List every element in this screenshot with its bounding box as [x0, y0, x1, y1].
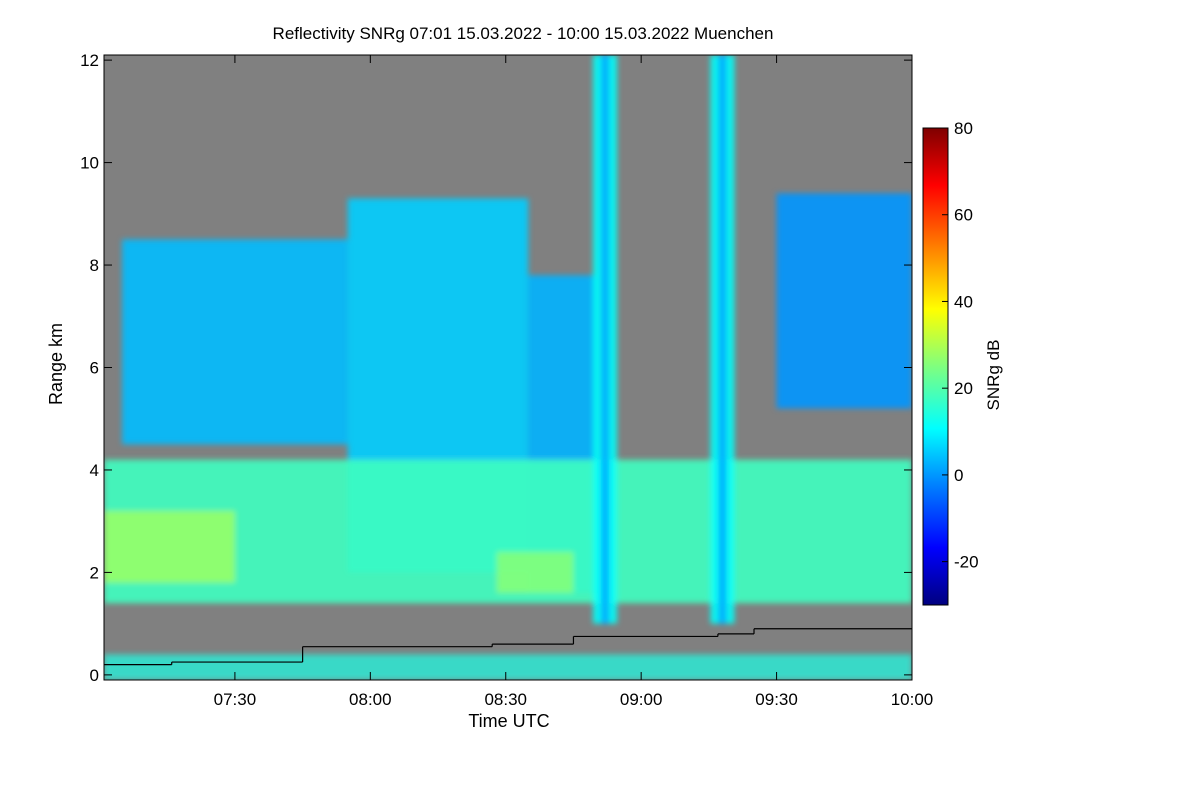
x-axis: 07:30 08:00 08:30 09:00 09:30 10:00 — [214, 55, 934, 709]
colorbar-label: SNRg dB — [984, 340, 1003, 411]
colorbar-tick-label: -20 — [954, 553, 979, 572]
colorbar — [922, 127, 949, 606]
y-tick-label: 10 — [80, 154, 99, 173]
colorbar-ticks: -20 0 20 40 60 80 — [942, 119, 979, 572]
x-tick-label: 09:00 — [620, 690, 663, 709]
x-tick-label: 08:30 — [484, 690, 527, 709]
y-axis-label: Range km — [46, 323, 66, 405]
colorbar-tick-label: 0 — [954, 466, 963, 485]
cloud-layer-0 — [122, 239, 348, 445]
heatmap-layer — [104, 55, 912, 680]
x-tick-label: 10:00 — [891, 690, 934, 709]
y-tick-label: 6 — [90, 359, 99, 378]
y-axis: 0 2 4 6 8 10 12 — [80, 51, 912, 685]
y-tick-label: 0 — [90, 666, 99, 685]
low-layer-core — [104, 510, 235, 583]
plume-core-0 — [601, 55, 610, 624]
cloud-layer-3 — [776, 193, 912, 409]
ground-clutter — [104, 654, 912, 680]
colorbar-tick-label: 60 — [954, 206, 973, 225]
colorbar-tick-label: 80 — [954, 119, 973, 138]
y-tick-label: 8 — [90, 256, 99, 275]
plume-core-1 — [718, 55, 727, 624]
x-axis-label: Time UTC — [468, 711, 549, 731]
plot-area — [104, 55, 912, 680]
chart-title: Reflectivity SNRg 07:01 15.03.2022 - 10:… — [273, 24, 774, 43]
y-tick-label: 4 — [90, 461, 99, 480]
y-tick-label: 12 — [80, 51, 99, 70]
colorbar-tick-label: 40 — [954, 292, 973, 311]
x-tick-label: 08:00 — [349, 690, 392, 709]
colorbar-tick-label: 20 — [954, 379, 973, 398]
boundary-line — [104, 628, 912, 666]
y-tick-label: 2 — [90, 563, 99, 582]
low-layer-core-2 — [496, 551, 574, 593]
x-tick-label: 09:30 — [755, 690, 798, 709]
x-tick-label: 07:30 — [214, 690, 257, 709]
